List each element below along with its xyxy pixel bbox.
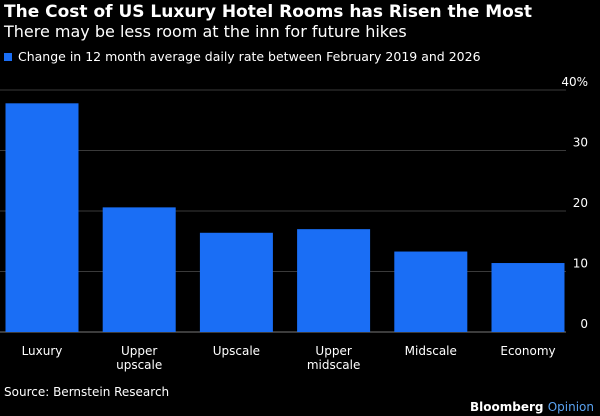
y-tick-label: 10	[573, 257, 588, 271]
x-category-label: Midscale	[405, 344, 457, 358]
x-category-label: Economy	[500, 344, 555, 358]
chart-subtitle: There may be less room at the inn for fu…	[4, 22, 407, 41]
y-tick-label: 30	[573, 136, 588, 150]
chart-title: The Cost of US Luxury Hotel Rooms has Ri…	[4, 2, 533, 22]
legend-swatch	[4, 52, 12, 61]
bar-upscale	[199, 232, 273, 332]
x-category-label: Luxury	[22, 344, 63, 358]
bar-upper-midscale	[297, 229, 371, 332]
y-tick-label: 20	[573, 196, 588, 210]
y-tick-label: 40%	[561, 75, 588, 89]
bar-upper-upscale	[102, 207, 176, 332]
legend: Change in 12 month average daily rate be…	[4, 49, 481, 64]
bar-midscale	[394, 251, 468, 332]
legend-label: Change in 12 month average daily rate be…	[18, 49, 481, 64]
x-category-label: Upper midscale	[307, 344, 361, 372]
x-category-label: Upper upscale	[116, 344, 162, 372]
brand-main: Bloomberg	[470, 400, 544, 414]
brand-accent: Opinion	[547, 400, 594, 414]
bar-luxury	[5, 103, 79, 332]
y-tick-label: 0	[580, 317, 588, 331]
bar-economy	[491, 263, 565, 332]
x-category-label: Upscale	[213, 344, 260, 358]
source-note: Source: Bernstein Research	[4, 385, 170, 399]
brand-logo: Bloomberg Opinion	[470, 400, 594, 414]
